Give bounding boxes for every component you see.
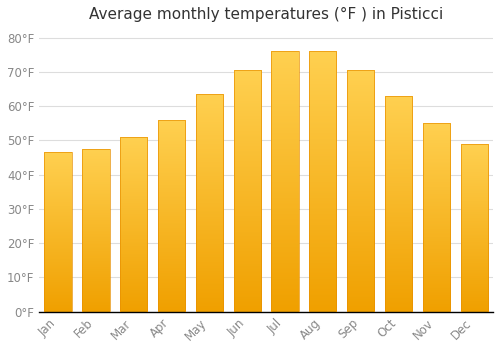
Bar xyxy=(196,94,223,312)
Bar xyxy=(234,70,261,312)
Bar xyxy=(460,144,488,312)
Bar xyxy=(422,123,450,312)
Bar xyxy=(158,120,185,312)
Bar xyxy=(272,51,298,312)
Bar xyxy=(120,137,148,312)
Bar xyxy=(347,70,374,312)
Bar xyxy=(309,51,336,312)
Bar xyxy=(44,152,72,312)
Bar xyxy=(82,149,110,312)
Title: Average monthly temperatures (°F ) in Pisticci: Average monthly temperatures (°F ) in Pi… xyxy=(89,7,443,22)
Bar xyxy=(385,96,412,312)
